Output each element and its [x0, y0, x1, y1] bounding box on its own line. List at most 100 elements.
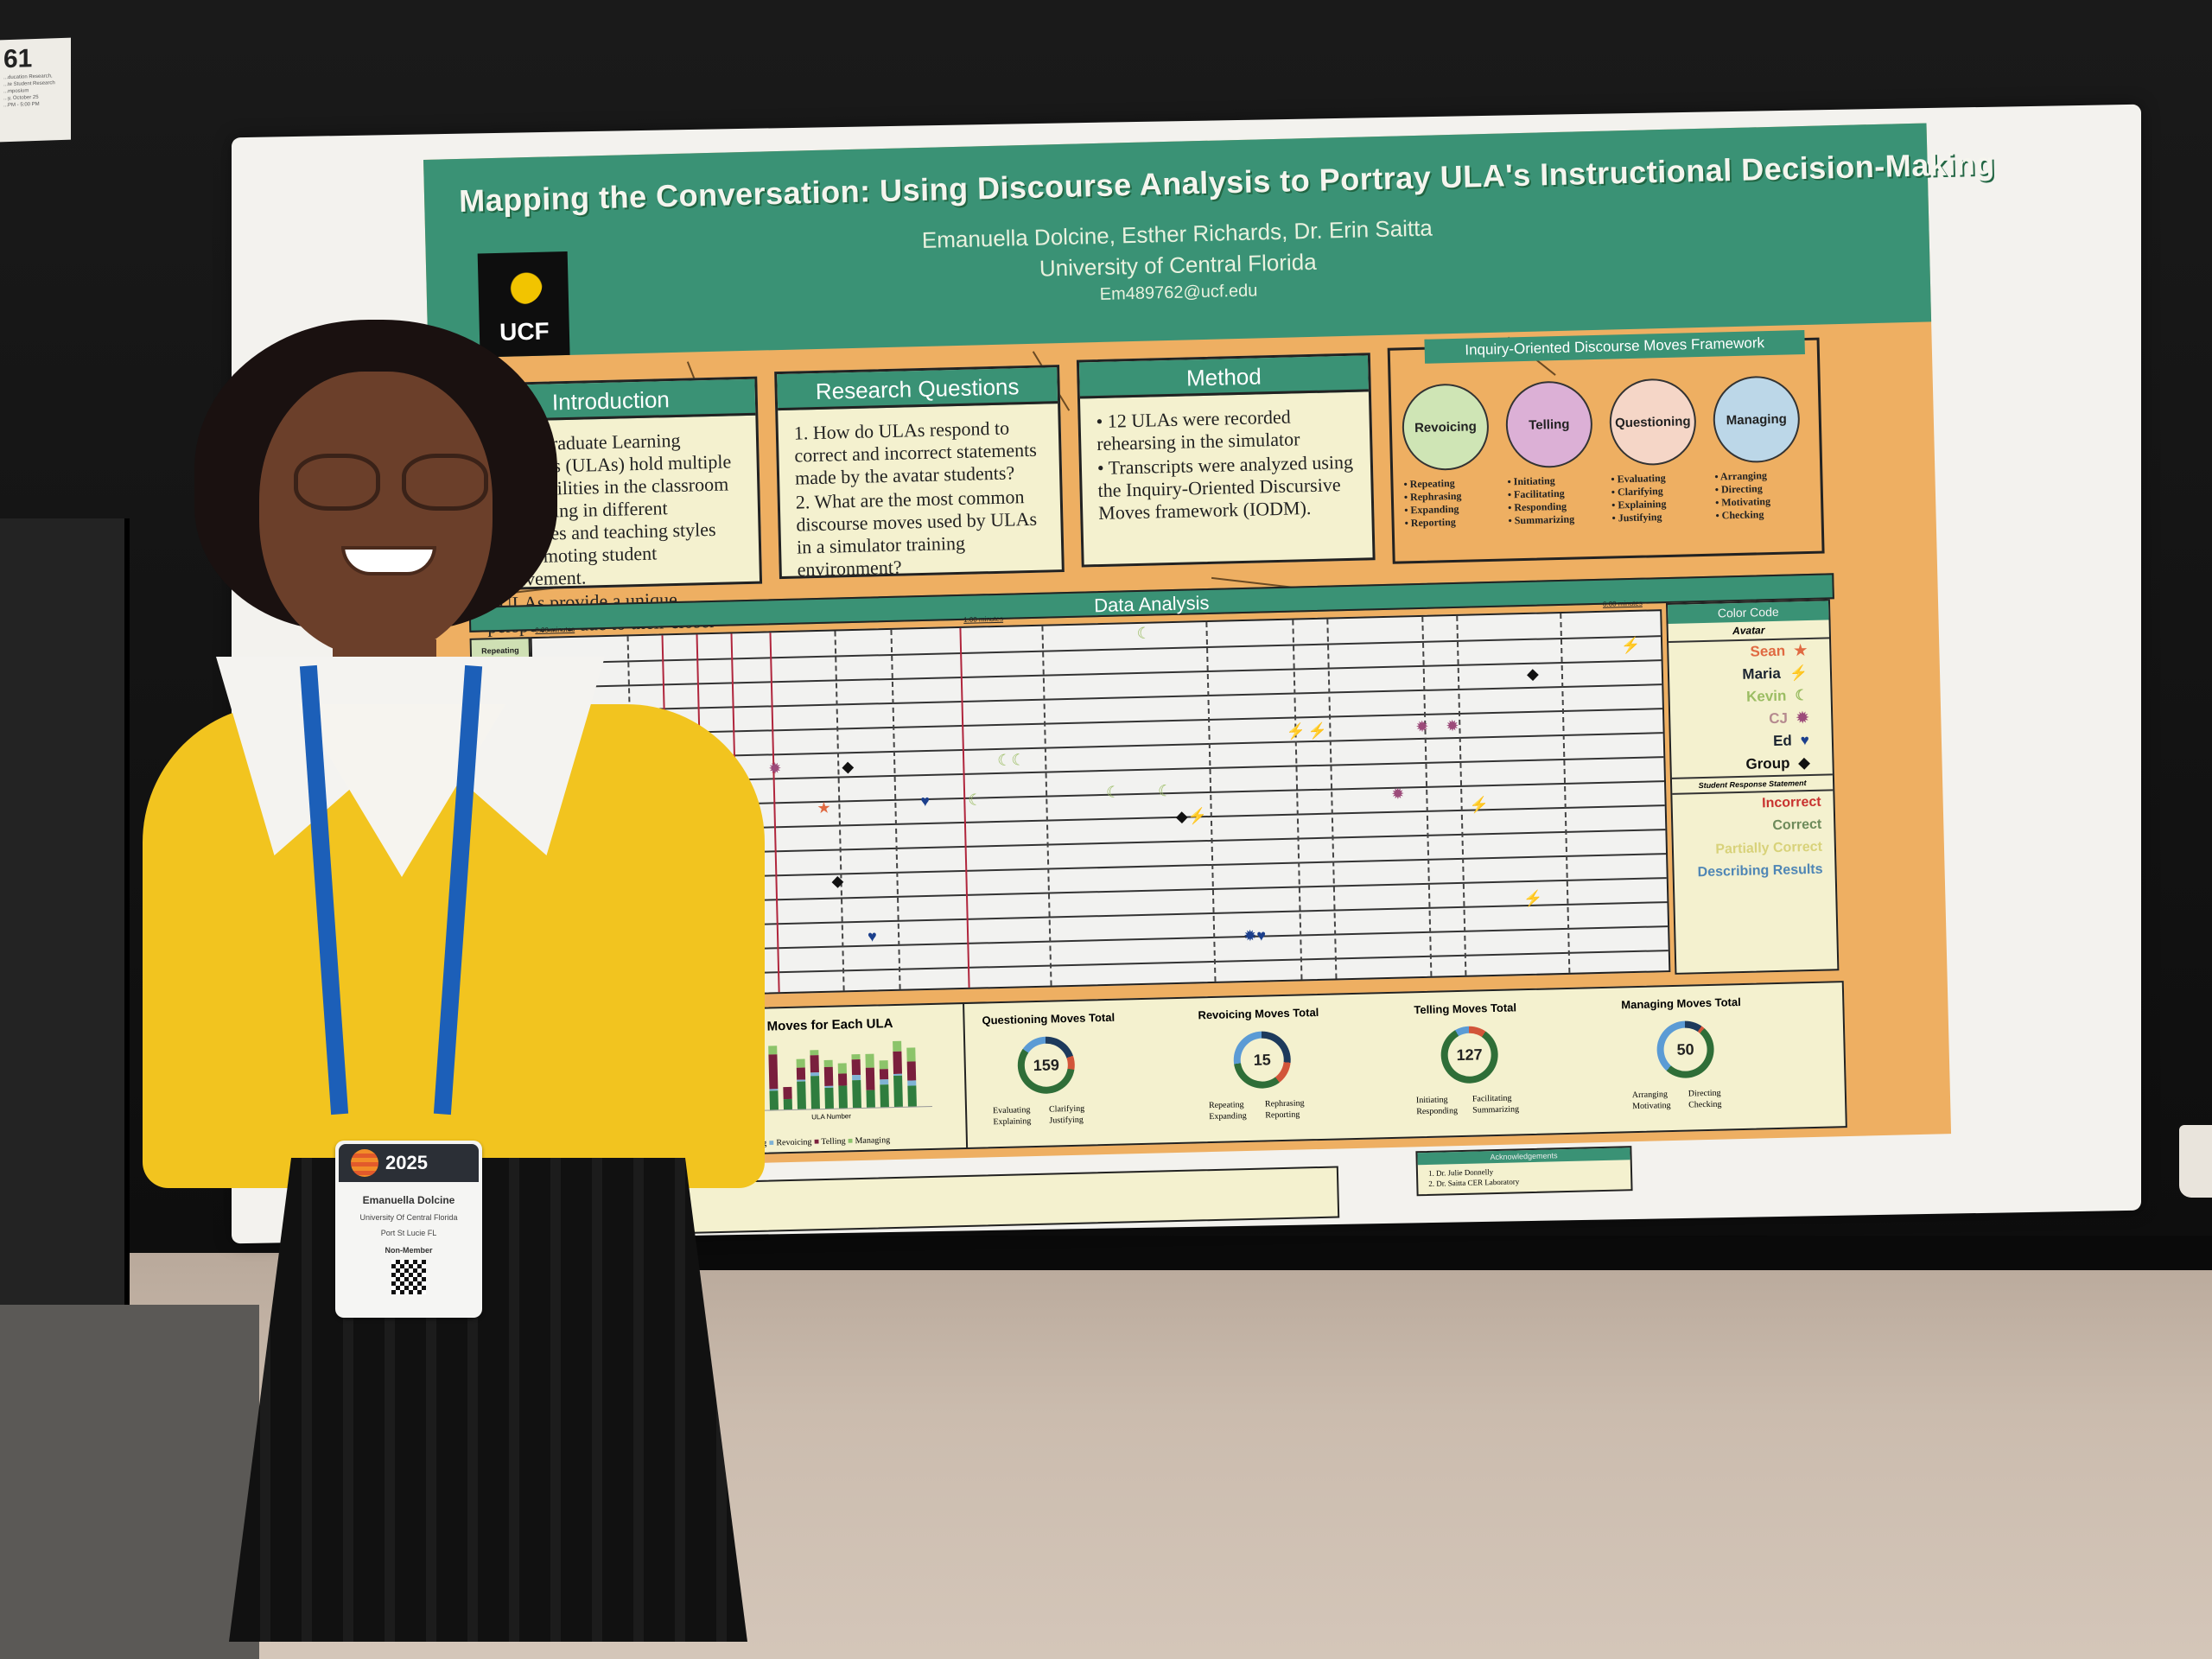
star-icon: ★: [1793, 642, 1808, 659]
donut-title: Managing Moves Total: [1621, 995, 1741, 1012]
bar-plot-area: [749, 1037, 932, 1112]
questioning-donut: 159: [1017, 1035, 1076, 1095]
time-marker: 1:00 minutes: [963, 614, 1004, 624]
managing-moves: Arranging Directing Motivating Checking: [1714, 468, 1810, 523]
badge-membership: Non-Member: [385, 1246, 433, 1255]
smile: [341, 546, 436, 575]
questioning-moves: Evaluating Clarifying Explaining Justify…: [1611, 471, 1707, 525]
questioning-circle: Questioning: [1608, 378, 1698, 467]
bar-ula-3: [783, 1086, 792, 1110]
telling-donut: 127: [1440, 1025, 1499, 1084]
legend-describing-results: Describing Results: [1697, 861, 1823, 880]
bar-ula-10: [879, 1060, 889, 1108]
managing-circle: Managing: [1712, 375, 1802, 464]
totals-panel: Questioning Moves Total 159 Evaluating Cl…: [964, 982, 1849, 1147]
ed-marker: ♥: [867, 927, 878, 945]
revoicing-donut: 15: [1232, 1030, 1292, 1090]
bar-ula-7: [837, 1063, 848, 1109]
acknowledgements-section: Acknowledgements 1. Dr. Julie Donnelly 2…: [1415, 1146, 1633, 1197]
bar-ula-11: [893, 1040, 903, 1108]
donut-legend: Evaluating Clarifying Explaining Justifying: [992, 1103, 1085, 1128]
badge-name: Emanuella Dolcine: [362, 1194, 455, 1206]
donut-legend: Repeating Rephrasing Expanding Reporting: [1208, 1098, 1305, 1122]
moon-icon: ☾: [1795, 687, 1808, 704]
telling-circle: Telling: [1504, 380, 1594, 469]
framework-heading: Inquiry-Oriented Discourse Moves Framewo…: [1424, 330, 1805, 364]
kevin-marker: ☾: [1136, 624, 1152, 642]
method-section: Method 12 ULAs were recorded rehearsing …: [1076, 353, 1376, 568]
heart-icon: ♥: [1800, 732, 1810, 749]
x-axis-label: ULA Number: [811, 1112, 852, 1122]
badge-location: Port St Lucie FL: [380, 1229, 437, 1237]
presenter-face: [259, 372, 493, 657]
donut-title: Questioning Moves Total: [982, 1010, 1116, 1027]
color-code-legend: Color Code Avatar Sean ★ Maria ⚡ Kevin ☾ CJ…: [1665, 599, 1840, 975]
maria-marker: ⚡: [1307, 721, 1328, 741]
pegasus-icon: [502, 264, 543, 305]
sign-line: ...PM - 5:00 PM: [3, 101, 40, 109]
paper-cup: [2179, 1125, 2212, 1198]
bar-ula-4: [796, 1058, 806, 1109]
black-pleated-skirt: [229, 1158, 747, 1642]
donut-legend: Initiating Facilitating Responding Summariz…: [1415, 1093, 1520, 1117]
section-heading: Research Questions: [777, 367, 1058, 411]
kevin-marker: ☾: [1157, 782, 1173, 800]
badge-affiliation: University Of Central Florida: [359, 1213, 458, 1222]
donut-title: Revoicing Moves Total: [1198, 1005, 1319, 1022]
research-questions-section: Research Questions 1. How do ULAs respon…: [774, 365, 1065, 581]
managing-donut: 50: [1656, 1020, 1715, 1079]
cj-marker: ✹: [1391, 785, 1405, 803]
cj-marker: ✹: [768, 760, 782, 778]
poster-number: 61: [3, 44, 33, 74]
group-marker: ◆: [1526, 664, 1540, 683]
name-badge: 2025 Emanuella Dolcine University Of Cen…: [335, 1141, 482, 1318]
adjacent-board: [0, 518, 130, 1313]
cj-marker: ✹: [1415, 717, 1429, 736]
bar-ula-9: [865, 1053, 875, 1108]
research-question: 1. How do ULAs respond to correct and in…: [793, 416, 1038, 489]
group-marker: ◆: [842, 758, 855, 776]
iodm-framework: Inquiry-Oriented Discourse Moves Framewo…: [1387, 330, 1825, 564]
cj-marker: ✹: [1446, 716, 1459, 735]
maria-marker: ⚡: [1523, 889, 1543, 908]
time-marker: 6:00 minutes: [1602, 599, 1643, 608]
bar-ula-6: [823, 1059, 834, 1109]
maria-marker: ⚡: [1620, 636, 1641, 655]
donut-title: Telling Moves Total: [1414, 1001, 1517, 1017]
poster-header: Mapping the Conversation: Using Discours…: [423, 123, 1995, 359]
time-marker: 0:00 minutes: [535, 625, 575, 635]
research-question: 2. What are the most common discourse mo…: [795, 486, 1038, 581]
donut-legend: Arranging Directing Motivating Checking: [1631, 1088, 1722, 1112]
diamond-icon: ◆: [1798, 754, 1810, 772]
bar-ula-2: [768, 1046, 779, 1110]
revoicing-circle: Revoicing: [1401, 382, 1491, 472]
bar-ula-5: [810, 1050, 820, 1109]
bar-ula-12: [906, 1047, 917, 1107]
ed-marker: ♥: [920, 791, 931, 810]
conference-logo-icon: [351, 1149, 378, 1177]
telling-moves: Initiating Facilitating Responding Summa…: [1507, 474, 1603, 528]
qr-code-icon: [391, 1260, 426, 1294]
ucf-logo: UCF: [477, 251, 570, 358]
bar-ula-8: [851, 1053, 861, 1109]
group-marker: ◆: [831, 872, 844, 890]
ed-marker: ✹♥: [1243, 926, 1267, 945]
glasses: [294, 454, 493, 514]
kevin-marker: ☾: [1105, 783, 1121, 801]
method-bullet: 12 ULAs were recorded rehearsing in the …: [1096, 404, 1354, 455]
badge-year: 2025: [385, 1152, 428, 1173]
kevin-marker: ☾: [968, 791, 982, 809]
logo-text: UCF: [499, 317, 550, 346]
sean-marker: ★: [817, 798, 831, 817]
maria-marker: ⚡: [1469, 796, 1490, 814]
kevin-marker: ☾☾: [996, 751, 1026, 769]
sun-icon: ✹: [1796, 709, 1809, 727]
poster-board-base: [674, 1236, 2212, 1270]
lightning-icon: ⚡: [1789, 664, 1808, 682]
revoicing-moves: Repeating Rephrasing Expanding Reporting: [1403, 476, 1499, 531]
group-marker: ◆⚡: [1175, 807, 1208, 825]
side-table: [0, 1305, 259, 1659]
poster-number-card: 61 ...ducation Research, ...te Student R…: [0, 37, 71, 143]
maria-marker: ⚡: [1286, 722, 1306, 741]
method-bullet: Transcripts were analyzed using the Inqu…: [1097, 451, 1357, 524]
